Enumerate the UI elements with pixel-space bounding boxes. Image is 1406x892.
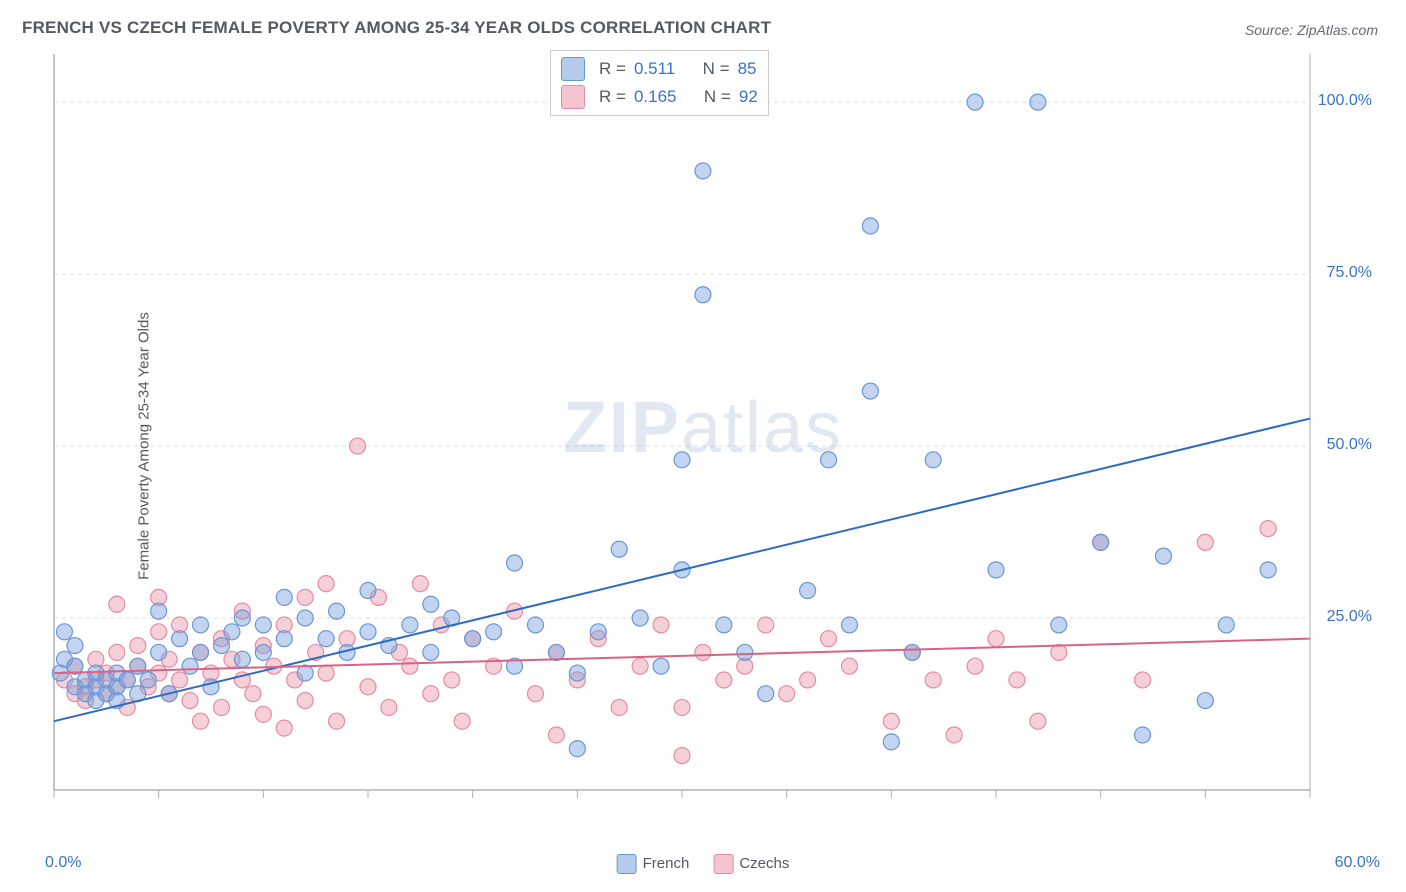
y-tick-label: 100.0%: [1318, 92, 1372, 110]
y-tick-label: 25.0%: [1327, 608, 1372, 626]
legend-label: Czechs: [739, 855, 789, 872]
scatter-plot: [50, 50, 1370, 820]
legend-item: Czechs: [713, 854, 789, 874]
r-label: R =: [599, 87, 626, 107]
legend-item: French: [617, 854, 690, 874]
r-value: 0.165: [634, 87, 677, 107]
n-value: 92: [739, 87, 758, 107]
r-value: 0.511: [634, 59, 675, 79]
legend-swatch: [561, 85, 585, 109]
correlation-row: R = 0.165 N = 92: [561, 83, 758, 111]
correlation-legend: R = 0.511 N = 85 R = 0.165 N = 92: [550, 50, 769, 116]
legend-swatch: [713, 854, 733, 874]
series-legend: French Czechs: [617, 854, 790, 874]
y-tick-label: 50.0%: [1327, 436, 1372, 454]
n-value: 85: [738, 59, 757, 79]
correlation-row: R = 0.511 N = 85: [561, 55, 758, 83]
r-label: R =: [599, 59, 626, 79]
legend-label: French: [643, 855, 690, 872]
x-axis-max-label: 60.0%: [1335, 854, 1380, 872]
legend-swatch: [617, 854, 637, 874]
x-axis-min-label: 0.0%: [45, 854, 81, 872]
y-tick-label: 75.0%: [1327, 264, 1372, 282]
chart-title: FRENCH VS CZECH FEMALE POVERTY AMONG 25-…: [22, 18, 771, 38]
n-label: N =: [694, 87, 730, 107]
legend-swatch: [561, 57, 585, 81]
n-label: N =: [693, 59, 729, 79]
source-credit: Source: ZipAtlas.com: [1245, 22, 1378, 38]
